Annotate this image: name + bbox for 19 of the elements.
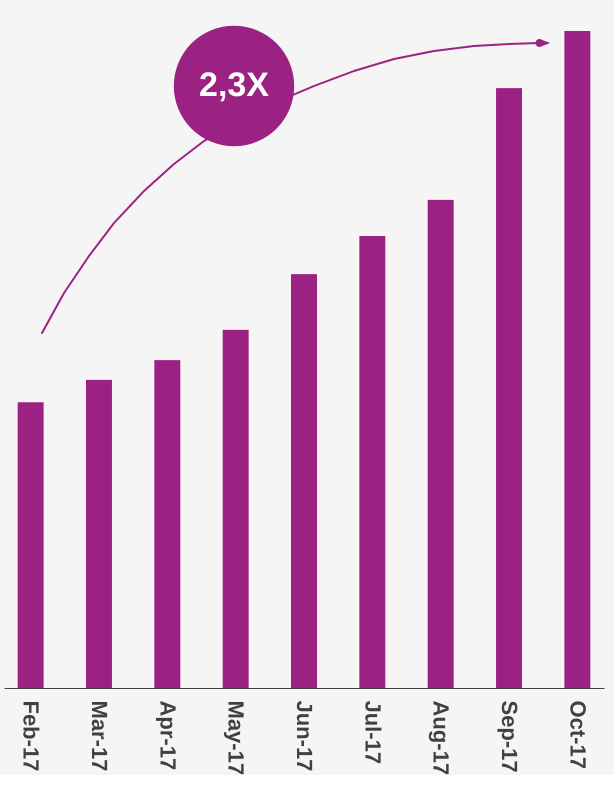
- annotation: 2,3X: [199, 66, 270, 104]
- bar: [291, 274, 317, 688]
- bar: [154, 360, 180, 688]
- bar: [564, 31, 590, 688]
- x-tick-label: Sep-17: [497, 700, 522, 773]
- bar: [428, 200, 454, 688]
- bar: [496, 88, 522, 688]
- bar: [18, 402, 44, 688]
- bar: [86, 380, 112, 688]
- x-tick-label: Feb-17: [18, 700, 44, 772]
- x-tick-label: Oct-17: [565, 700, 590, 769]
- x-tick-label: Aug-17: [428, 700, 454, 776]
- x-tick-label: May-17: [224, 700, 249, 776]
- x-tick-label: Jun-17: [292, 700, 317, 772]
- bar: [359, 236, 386, 688]
- bar: [222, 330, 249, 688]
- x-tick-label: Apr-17: [155, 700, 180, 770]
- x-tick-label: Jul-17: [360, 700, 386, 764]
- x-tick-label: Mar-17: [86, 700, 112, 772]
